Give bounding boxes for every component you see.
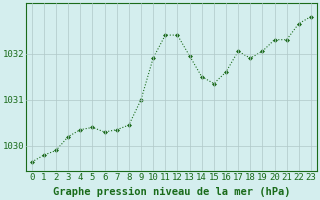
X-axis label: Graphe pression niveau de la mer (hPa): Graphe pression niveau de la mer (hPa) bbox=[52, 187, 290, 197]
